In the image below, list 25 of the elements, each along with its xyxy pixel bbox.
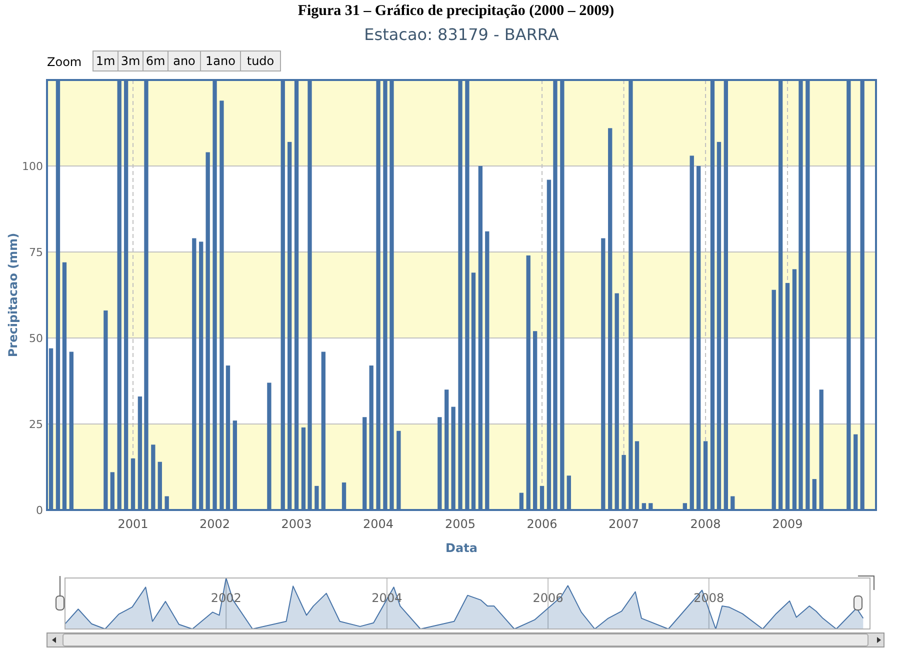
x-tick-label: 2007 [608, 517, 640, 531]
text: 1ano [206, 54, 236, 68]
x-tick-label: 2002 [200, 517, 230, 531]
chart-title: Estacao: 83179 - BARRA [364, 25, 559, 44]
x-tick-label: 2004 [363, 517, 394, 531]
y-tick-label: 50 [29, 332, 43, 345]
y-axis-title: Precipitacao (mm) [6, 232, 20, 358]
text: tudo [246, 54, 274, 68]
text: ano [173, 54, 196, 68]
text: Figura 31 – Gráfico de precipitação (2000 – 2009) [298, 3, 614, 19]
x-tick-label: 2006 [526, 517, 558, 531]
x-tick-label: 2003 [281, 517, 312, 531]
x-tick-label: 2008 [690, 517, 721, 531]
x-tick-label: 2005 [444, 517, 476, 531]
x-axis-title: Data [446, 541, 478, 555]
y-tick-label: 0 [36, 504, 43, 517]
text: 6m [146, 54, 166, 68]
text: Zoom [47, 55, 82, 69]
y-tick-label: 75 [29, 246, 43, 259]
y-tick-label: 25 [29, 418, 43, 431]
x-tick-label: 2009 [772, 517, 803, 531]
y-tick-label: 100 [22, 160, 43, 173]
text: 3m [120, 54, 140, 68]
text: 1m [96, 54, 116, 68]
x-tick-label: 2001 [118, 517, 148, 531]
